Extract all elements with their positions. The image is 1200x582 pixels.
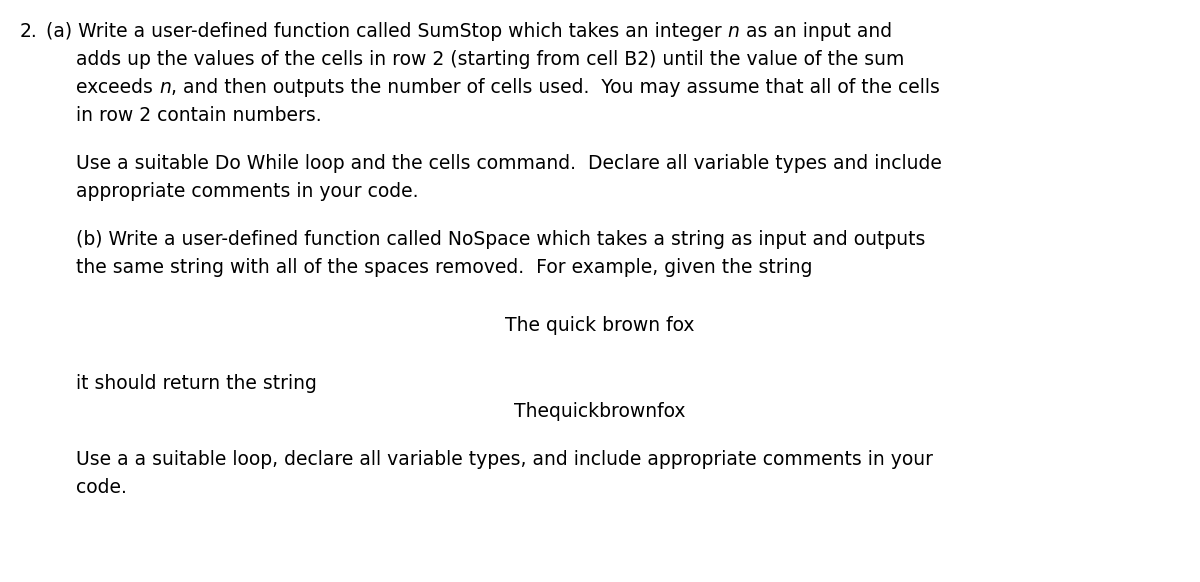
Text: Use a suitable Do While loop and the cells command.  Declare all variable types : Use a suitable Do While loop and the cel… (76, 154, 942, 173)
Text: code.: code. (76, 478, 127, 497)
Text: n: n (158, 78, 170, 97)
Text: (a) Write a user-defined function called SumStop which takes an integer: (a) Write a user-defined function called… (46, 22, 727, 41)
Text: , and then outputs the number of cells used.  You may assume that all of the cel: , and then outputs the number of cells u… (170, 78, 940, 97)
Text: Thequickbrownfox: Thequickbrownfox (515, 402, 685, 421)
Text: adds up the values of the cells in row 2 (starting from cell B2) until the value: adds up the values of the cells in row 2… (76, 50, 905, 69)
Text: (b) Write a user-defined function called NoSpace which takes a string as input a: (b) Write a user-defined function called… (76, 230, 925, 249)
Text: in row 2 contain numbers.: in row 2 contain numbers. (76, 106, 322, 125)
Text: as an input and: as an input and (739, 22, 892, 41)
Text: appropriate comments in your code.: appropriate comments in your code. (76, 182, 419, 201)
Text: n: n (727, 22, 739, 41)
Text: Use a a suitable loop, declare all variable types, and include appropriate comme: Use a a suitable loop, declare all varia… (76, 450, 934, 469)
Text: the same string with all of the spaces removed.  For example, given the string: the same string with all of the spaces r… (76, 258, 812, 277)
Text: 2.: 2. (20, 22, 37, 41)
Text: it should return the string: it should return the string (76, 374, 317, 393)
Text: The quick brown fox: The quick brown fox (505, 316, 695, 335)
Text: exceeds: exceeds (76, 78, 158, 97)
